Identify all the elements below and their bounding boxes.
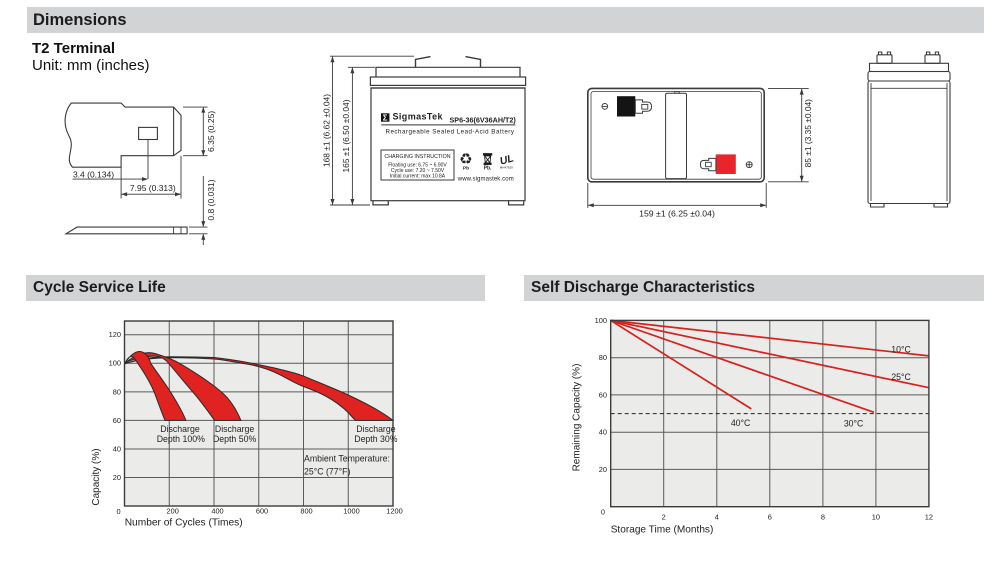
svg-text:25°C: 25°C [891,372,911,382]
svg-text:20: 20 [113,473,121,482]
svg-text:0: 0 [601,507,605,516]
svg-text:Cycle use: 7.20 ~ 7.50V: Cycle use: 7.20 ~ 7.50V [391,168,445,174]
svg-text:Discharge: Discharge [356,424,396,434]
svg-text:1000: 1000 [343,507,359,516]
svg-text:CHARGING INSTRUCTION: CHARGING INSTRUCTION [384,154,450,160]
svg-text:0.8 (0.031): 0.8 (0.031) [206,179,216,220]
svg-text:10°C: 10°C [891,345,911,355]
svg-text:0: 0 [117,507,121,516]
svg-text:1200: 1200 [386,507,402,516]
svg-text:Depth 100%: Depth 100% [157,434,205,444]
svg-text:MH47929: MH47929 [500,165,513,169]
svg-text:Initial current: max 10.8A: Initial current: max 10.8A [390,173,446,179]
svg-text:6.35 (0.25): 6.35 (0.25) [206,111,216,152]
svg-text:7.95 (0.313): 7.95 (0.313) [130,183,176,193]
svg-text:600: 600 [256,507,268,516]
svg-text:60: 60 [599,390,607,399]
svg-text:85 ±1 (3.35 ±0.04): 85 ±1 (3.35 ±0.04) [803,99,813,168]
svg-text:200: 200 [167,507,179,516]
svg-text:♻: ♻ [459,151,472,168]
svg-text:100: 100 [595,316,607,325]
svg-text:25°C (77°F): 25°C (77°F) [304,466,350,476]
svg-text:Depth 50%: Depth 50% [213,434,257,444]
svg-text:Σ: Σ [383,114,388,123]
svg-text:Capacity (%): Capacity (%) [91,448,102,505]
svg-text:Discharge: Discharge [215,424,255,434]
svg-text:SigmasTek: SigmasTek [393,112,444,122]
svg-text:168 ±1 (6.62 ±0.04): 168 ±1 (6.62 ±0.04) [321,94,331,167]
svg-text:40°C: 40°C [731,418,751,428]
svg-text:Rechargeable Sealed Lead-Acid: Rechargeable Sealed Lead-Acid Battery [386,128,515,135]
svg-text:6: 6 [768,513,772,522]
svg-text:Depth 30%: Depth 30% [354,434,398,444]
svg-text:4: 4 [715,513,719,522]
svg-text:3.4 (0.134): 3.4 (0.134) [73,169,114,179]
svg-text:60: 60 [113,416,121,425]
svg-text:SP6-36(6V36AH/T2): SP6-36(6V36AH/T2) [450,115,517,124]
svg-text:80: 80 [599,353,607,362]
svg-text:Discharge: Discharge [160,424,200,434]
svg-text:www.sigmastek.com: www.sigmastek.com [457,176,514,182]
svg-text:8: 8 [821,513,825,522]
svg-text:100: 100 [109,359,121,368]
svg-text:30°C: 30°C [844,418,864,428]
svg-text:12: 12 [925,513,933,522]
svg-text:120: 120 [109,330,121,339]
svg-text:2: 2 [662,513,666,522]
svg-text:Pb.: Pb. [484,165,492,171]
svg-text:20: 20 [599,465,607,474]
svg-text:800: 800 [300,507,312,516]
svg-text:Pb: Pb [463,166,469,172]
svg-text:Number of Cycles (Times): Number of Cycles (Times) [125,518,243,529]
svg-text:Floating use: 6.75 ~ 6.90V: Floating use: 6.75 ~ 6.90V [388,162,447,168]
svg-text:40: 40 [113,444,121,453]
svg-text:Ambient Temperature:: Ambient Temperature: [304,454,390,464]
svg-text:Remaining Capacity (%): Remaining Capacity (%) [572,364,583,472]
svg-text:10: 10 [872,513,880,522]
svg-text:400: 400 [211,507,223,516]
svg-text:40: 40 [599,428,607,437]
svg-text:80: 80 [113,387,121,396]
svg-text:Storage Time (Months): Storage Time (Months) [611,525,714,536]
svg-text:159 ±1 (6.25 ±0.04): 159 ±1 (6.25 ±0.04) [639,209,715,219]
svg-text:UL: UL [499,152,516,167]
svg-text:165 ±1 (6.50 ±0.04): 165 ±1 (6.50 ±0.04) [341,99,351,172]
